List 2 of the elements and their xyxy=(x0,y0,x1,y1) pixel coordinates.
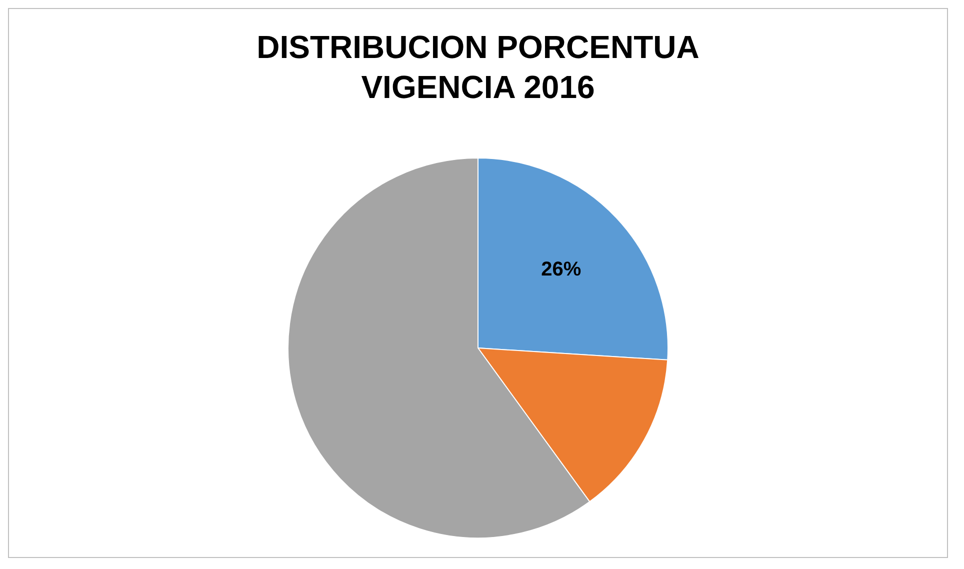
data-label: 26% xyxy=(541,258,582,280)
chart-title: DISTRIBUCION PORCENTUA VIGENCIA 2016 xyxy=(256,29,700,105)
